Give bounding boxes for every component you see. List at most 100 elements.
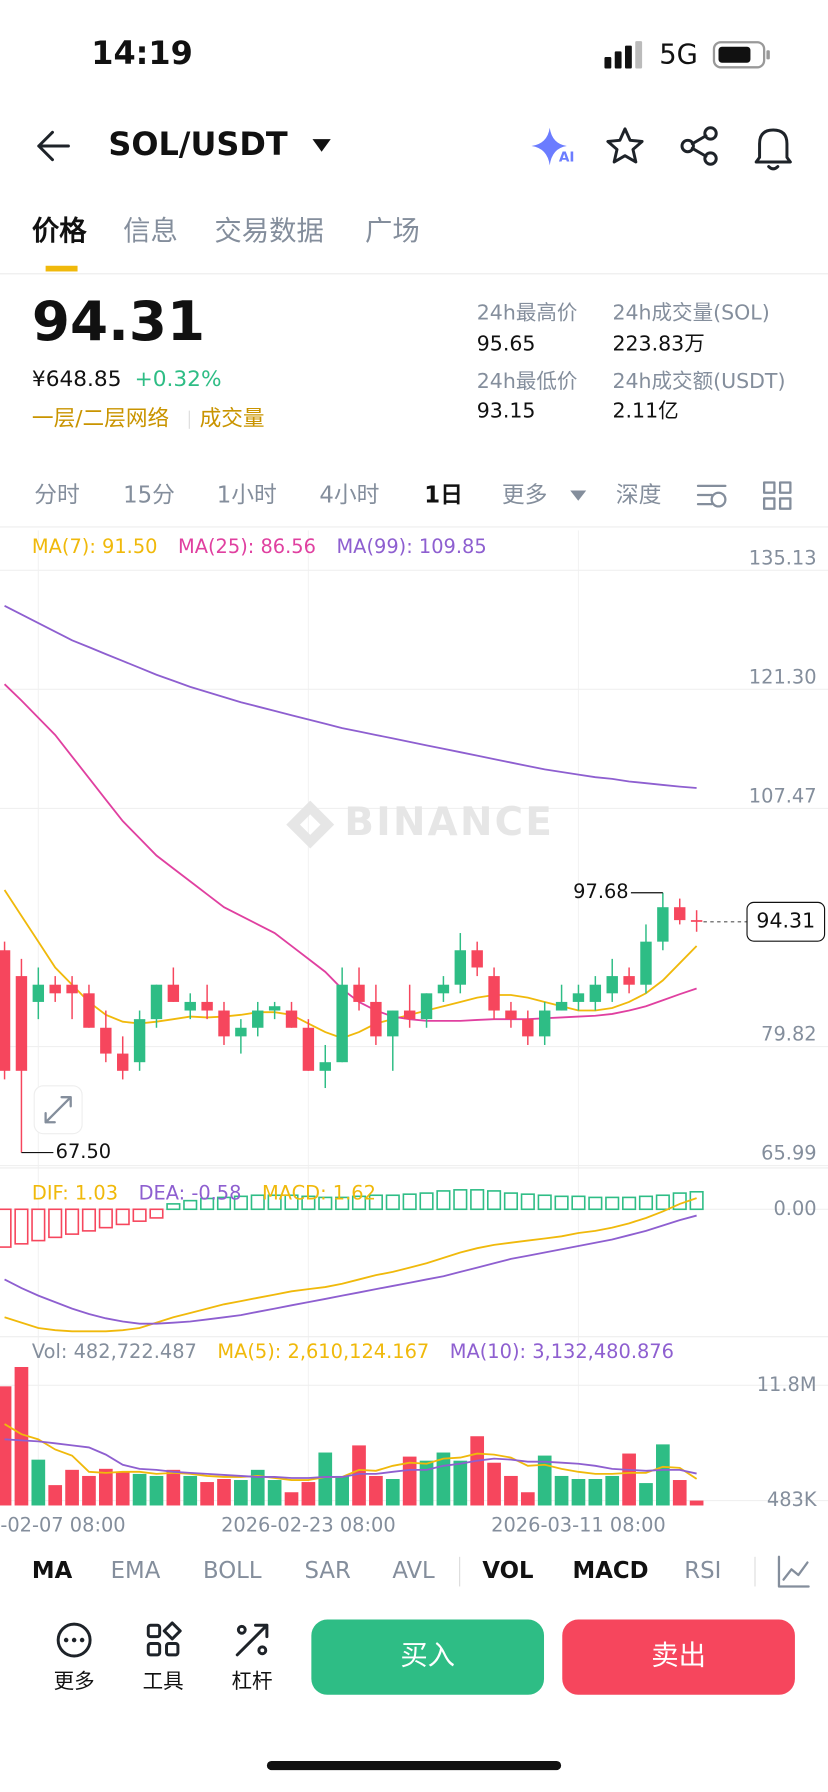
volume-bar [672, 1480, 687, 1506]
macd-bar [655, 1194, 670, 1211]
macd-bar [503, 1192, 519, 1211]
volume-bar [453, 1460, 468, 1506]
candle-body [235, 1027, 247, 1037]
buy-label[interactable]: 买入 [400, 1641, 455, 1672]
tab-indicator [45, 265, 78, 272]
interval[interactable]: 分时 [34, 483, 80, 509]
indicator-tab[interactable]: BOLL [203, 1558, 262, 1584]
action-label[interactable]: 工具 [143, 1669, 184, 1693]
indicator-tab[interactable]: MACD [573, 1558, 649, 1584]
action-label[interactable]: 杠杆 [232, 1669, 273, 1693]
macd-bar [351, 1195, 367, 1211]
interval[interactable]: 更多 [502, 483, 548, 509]
x-tick-label: 2026-03-11 08:00 [491, 1514, 666, 1537]
candle-body [403, 1010, 416, 1020]
network: 5G [659, 39, 698, 70]
candle-body [623, 976, 635, 985]
interval[interactable]: 1小时 [217, 483, 277, 509]
volume-bar [689, 1500, 704, 1506]
indicator-tab[interactable]: SAR [305, 1558, 351, 1584]
candle-body [117, 1053, 129, 1071]
indicator-settings[interactable] [777, 1555, 810, 1588]
indicator-tab[interactable]: VOL [482, 1558, 533, 1584]
macd-bar [571, 1195, 586, 1211]
candle-body [353, 984, 365, 1002]
stat-label: 24h成交量(SOL) [612, 301, 769, 325]
candle-body [505, 1010, 517, 1020]
volume-bar [0, 1386, 12, 1506]
macd-bar [65, 1208, 80, 1235]
indicator-tab[interactable]: MA [32, 1558, 73, 1584]
interval[interactable]: 15分 [123, 483, 175, 509]
candle-body [66, 984, 78, 994]
volume-bar [335, 1475, 349, 1506]
indicator-tab[interactable]: RSI [684, 1558, 721, 1584]
tab[interactable]: 交易数据 [214, 216, 323, 247]
tag[interactable]: 一层/二层网络 [32, 407, 169, 432]
indicator-tab[interactable]: EMA [111, 1558, 161, 1584]
volume-bar [571, 1479, 586, 1506]
tab[interactable]: 价格 [32, 216, 87, 247]
macd-bar [284, 1194, 299, 1211]
macd-bar [419, 1192, 434, 1211]
stat-value: 95.65 [477, 331, 536, 355]
candle-body [15, 976, 28, 1071]
tab[interactable]: 广场 [365, 216, 420, 247]
y-tick-label: 483K [767, 1488, 818, 1511]
y-tick-label: 11.8M [757, 1373, 817, 1396]
sell-button[interactable] [562, 1619, 795, 1695]
stat-label: 24h成交额(USDT) [612, 369, 785, 393]
candle-body [370, 1001, 382, 1037]
legend-entry: MACD: 1.62 [262, 1182, 376, 1205]
macd-bar [48, 1208, 63, 1239]
favorite-button[interactable] [606, 127, 644, 164]
more-action[interactable] [56, 1622, 92, 1658]
home-indicator [266, 1760, 562, 1771]
battery-icon [712, 41, 770, 69]
action-label[interactable]: 更多 [54, 1669, 95, 1693]
pair-title[interactable]: SOL/USDT [108, 125, 288, 163]
macd-bar [520, 1193, 535, 1211]
macd-bar [470, 1189, 485, 1211]
interval[interactable]: 1日 [424, 483, 463, 509]
volume-bar [419, 1460, 434, 1506]
candle-body [49, 984, 61, 994]
ma-line [3, 683, 697, 1022]
ai-button[interactable]: AI [531, 127, 575, 166]
back-button[interactable] [37, 130, 70, 162]
more-dropdown[interactable] [570, 490, 587, 501]
alert-button[interactable] [754, 128, 792, 171]
interval[interactable]: 深度 [616, 483, 662, 509]
stat-value: 2.11亿 [612, 399, 678, 423]
candle-body [268, 1006, 281, 1011]
macd-bar [233, 1195, 248, 1211]
sell-label[interactable]: 卖出 [651, 1641, 706, 1672]
settings-button[interactable] [696, 484, 727, 508]
leverage-action[interactable] [235, 1623, 269, 1657]
tag[interactable]: 成交量 [200, 407, 265, 432]
interval[interactable]: 4小时 [319, 483, 379, 509]
macd-bar [301, 1195, 316, 1211]
candle-body [133, 1019, 146, 1063]
macd-bar [200, 1197, 215, 1211]
buy-button[interactable] [311, 1619, 545, 1695]
volume-bar [301, 1482, 316, 1506]
indicator-tab[interactable]: AVL [392, 1558, 435, 1584]
volume-bar [115, 1471, 130, 1506]
tab[interactable]: 信息 [123, 216, 178, 247]
macd-bar [250, 1194, 265, 1211]
tools-action[interactable] [146, 1621, 182, 1657]
layout-button[interactable] [762, 481, 792, 510]
legend-entry: Vol: 482,722.487 [32, 1340, 197, 1363]
volume-bar [385, 1479, 400, 1506]
volume-bar [234, 1480, 248, 1506]
legend-entry: MA(5): 2,610,124.167 [217, 1340, 429, 1363]
share-button[interactable] [680, 126, 718, 166]
expand-button[interactable] [33, 1085, 83, 1135]
candle-body [690, 920, 703, 922]
macd-bar [588, 1196, 603, 1211]
ma-line [3, 889, 698, 1040]
macd-bar [368, 1194, 383, 1211]
pair-dropdown[interactable] [312, 139, 331, 152]
volume-bar [98, 1468, 113, 1506]
